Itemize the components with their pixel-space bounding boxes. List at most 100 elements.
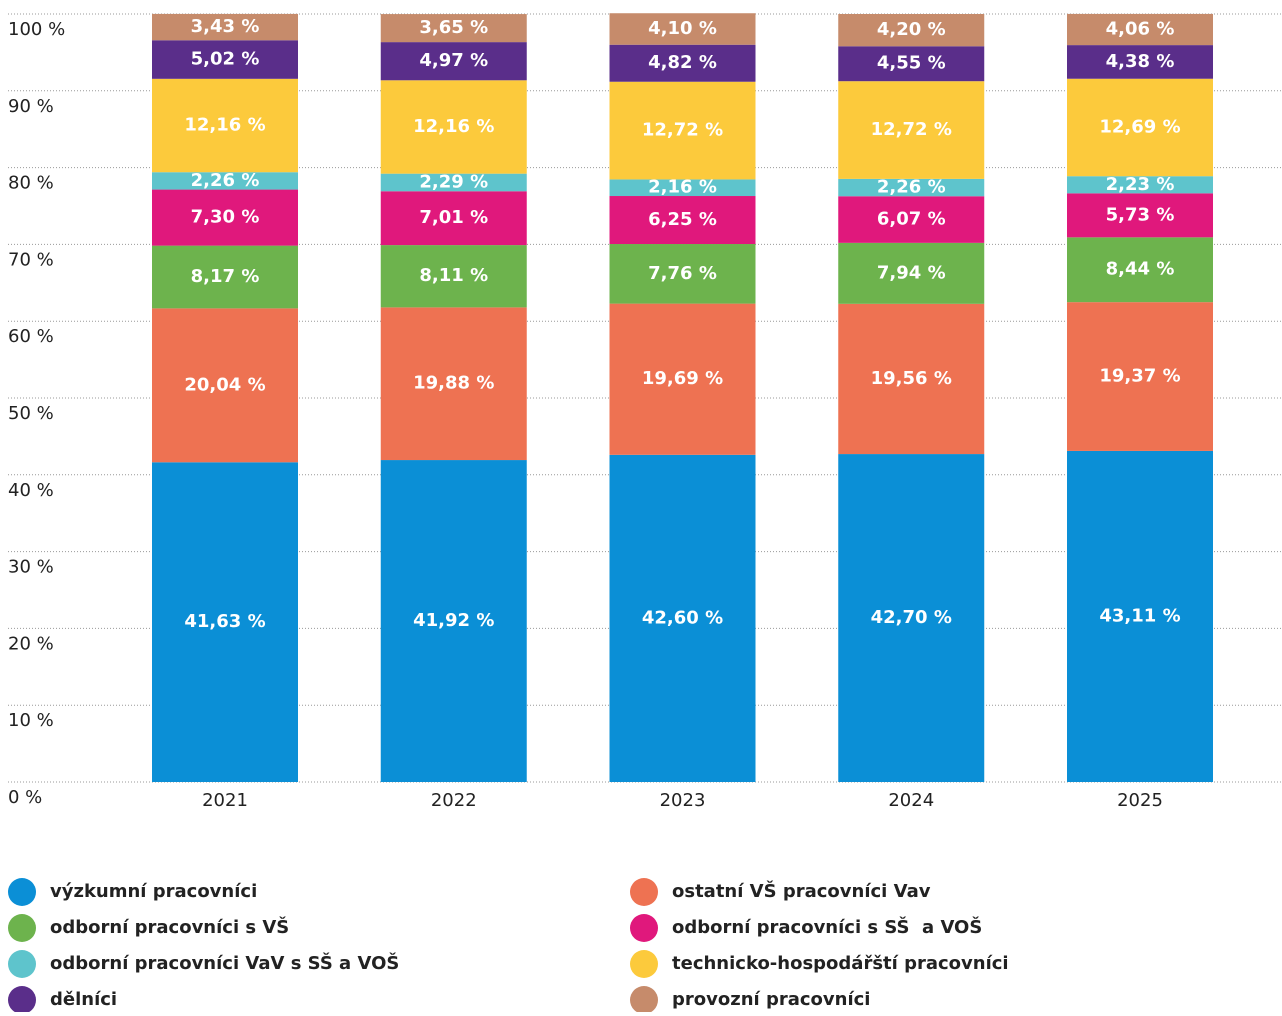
bar-segment (380, 191, 527, 246)
value-label: 5,02 % (191, 49, 260, 70)
value-label: 12,69 % (1099, 116, 1180, 137)
y-tick-label: 90 % (8, 96, 54, 117)
bar-segment (152, 308, 298, 463)
value-label: 8,17 % (191, 266, 260, 287)
bar-segment (1067, 13, 1213, 46)
value-label: 19,37 % (1099, 366, 1180, 387)
legend-label: technicko-hospodářští pracovníci (672, 953, 1009, 974)
value-label: 20,04 % (184, 374, 265, 395)
x-tick-label: 2022 (431, 790, 477, 811)
y-tick-label: 100 % (8, 19, 65, 40)
value-label: 8,11 % (419, 265, 488, 286)
value-label: 19,56 % (871, 368, 952, 389)
legend-label: ostatní VŠ pracovníci Vav (672, 880, 931, 902)
legend-swatch (8, 950, 36, 978)
value-label: 7,01 % (419, 207, 488, 228)
bar-segment (609, 44, 756, 82)
value-label: 2,29 % (419, 171, 488, 192)
legend-swatch (8, 914, 36, 942)
bar-segment (838, 46, 985, 82)
bar-segment (152, 245, 298, 309)
bar-segment (152, 40, 298, 79)
bar-segment (152, 78, 298, 173)
y-tick-label: 80 % (8, 173, 54, 194)
bar-segment (609, 454, 756, 782)
x-tick-label: 2021 (202, 790, 248, 811)
legend-swatch (630, 914, 658, 942)
y-tick-label: 20 % (8, 633, 54, 654)
bar-segment (838, 81, 985, 179)
value-label: 12,72 % (642, 120, 723, 141)
bar-segment (609, 81, 756, 180)
bar-segment (380, 460, 527, 782)
value-label: 4,10 % (648, 18, 717, 39)
bar-segment (1067, 237, 1213, 303)
bar-segment (1067, 302, 1213, 451)
x-tick-label: 2025 (1117, 790, 1163, 811)
bar-segment (380, 42, 527, 81)
legend-label: odborní pracovníci VaV s SŠ a VOŠ (50, 952, 399, 974)
value-label: 41,92 % (413, 610, 494, 631)
bar-segment (380, 14, 527, 43)
value-label: 7,94 % (877, 262, 946, 283)
bar-segment (1067, 450, 1213, 782)
value-label: 4,38 % (1106, 51, 1175, 72)
bar-segment (152, 189, 298, 246)
bar-segment (838, 242, 985, 304)
legend-swatch (8, 878, 36, 906)
value-label: 2,16 % (648, 177, 717, 198)
bar-segment (838, 14, 985, 47)
bar-segment (609, 179, 756, 197)
legend-swatch (8, 986, 36, 1014)
value-label: 12,16 % (413, 116, 494, 137)
bar-segment (838, 303, 985, 455)
legend-label: výzkumní pracovníci (50, 881, 257, 902)
value-label: 6,25 % (648, 209, 717, 230)
bar-segment (1067, 176, 1213, 194)
y-tick-label: 60 % (8, 326, 54, 347)
bar-segment (380, 173, 527, 192)
value-label: 4,82 % (648, 52, 717, 73)
x-tick-label: 2024 (888, 790, 934, 811)
value-label: 4,06 % (1106, 19, 1175, 40)
legend-label: odborní pracovníci s VŠ (50, 916, 289, 938)
legend-label: dělníci (50, 989, 117, 1010)
bar-segment (1067, 78, 1213, 177)
value-label: 42,70 % (871, 607, 952, 628)
bar-segment (609, 196, 756, 245)
bar-segment (609, 13, 756, 45)
legend-label: odborní pracovníci s SŠ a VOŠ (672, 916, 982, 938)
bar-segment (380, 307, 527, 461)
bar-segment (838, 454, 985, 782)
bar-segment (838, 178, 985, 197)
y-tick-label: 10 % (8, 710, 54, 731)
bar-segment (838, 196, 985, 243)
bar-segment (1067, 45, 1213, 79)
value-label: 42,60 % (642, 607, 723, 628)
value-label: 5,73 % (1106, 204, 1175, 225)
y-tick-label: 40 % (8, 480, 54, 501)
value-label: 3,65 % (419, 17, 488, 38)
value-label: 8,44 % (1106, 259, 1175, 280)
value-label: 4,55 % (877, 53, 946, 74)
value-label: 12,16 % (184, 115, 265, 136)
value-label: 2,26 % (191, 170, 260, 191)
value-label: 7,76 % (648, 263, 717, 284)
y-tick-label: 70 % (8, 249, 54, 270)
bar-segment (152, 462, 298, 782)
legend-swatch (630, 878, 658, 906)
value-label: 4,20 % (877, 19, 946, 40)
bar-segment (609, 303, 756, 455)
value-label: 43,11 % (1099, 605, 1180, 626)
legend-swatch (630, 986, 658, 1014)
value-label: 6,07 % (877, 209, 946, 230)
legend-swatch (630, 950, 658, 978)
bar-segment (609, 244, 756, 304)
y-tick-label: 50 % (8, 403, 54, 424)
value-label: 41,63 % (184, 611, 265, 632)
bar-segment (380, 80, 527, 174)
value-label: 2,26 % (877, 177, 946, 198)
value-label: 19,88 % (413, 373, 494, 394)
value-label: 3,43 % (191, 16, 260, 37)
